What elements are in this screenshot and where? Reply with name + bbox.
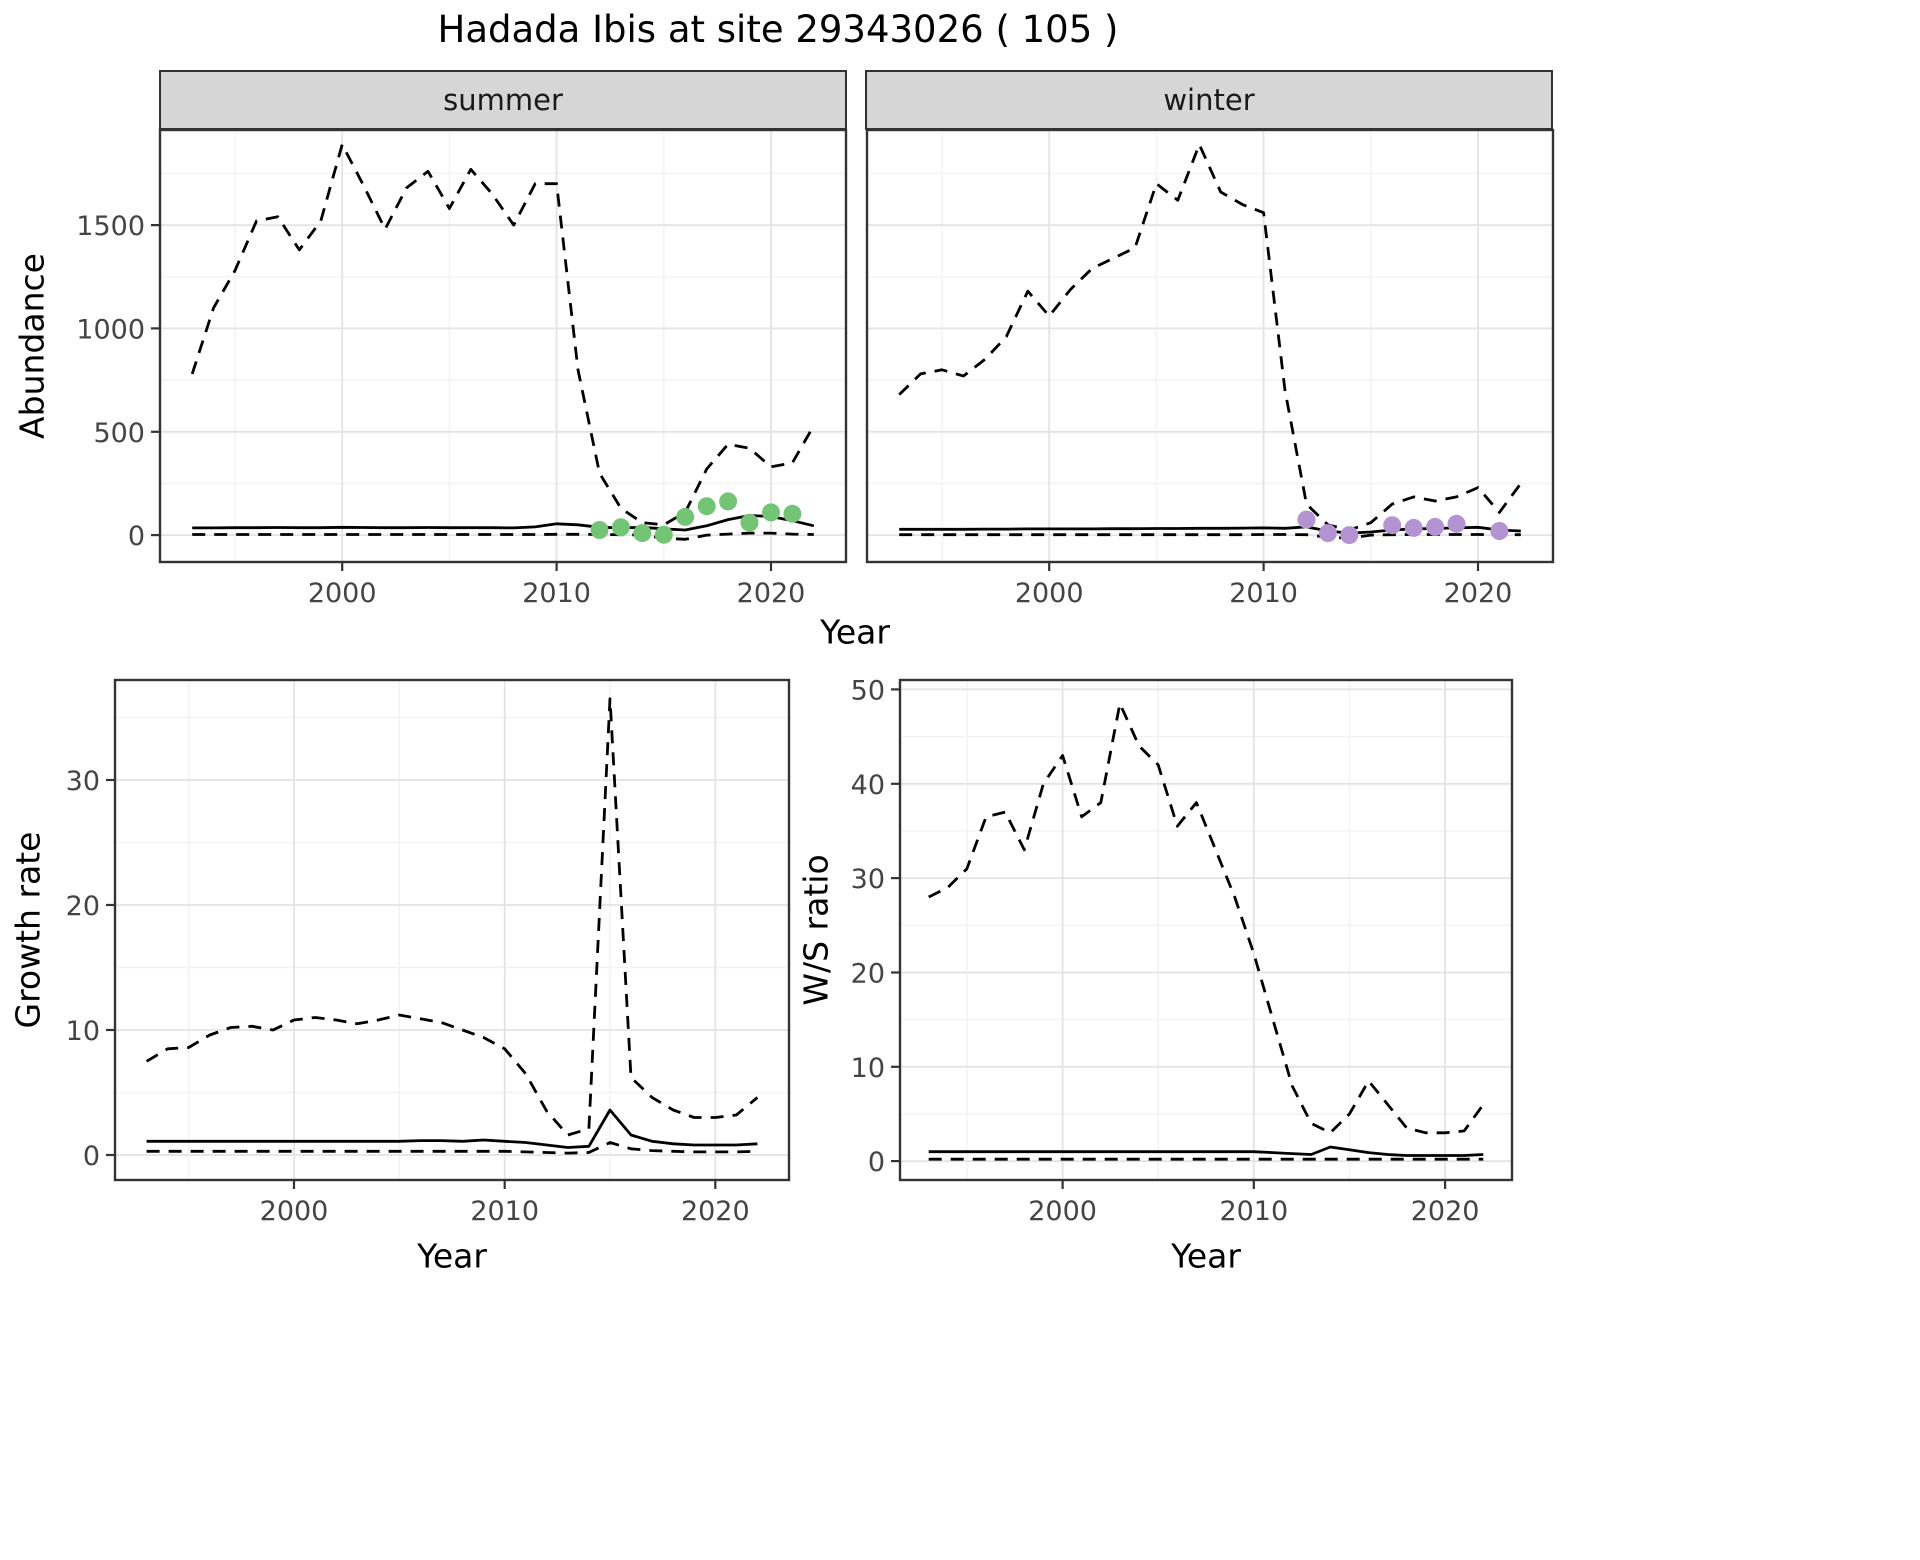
svg-text:1500: 1500 xyxy=(76,211,145,242)
svg-text:30: 30 xyxy=(66,766,100,797)
svg-text:2020: 2020 xyxy=(737,578,806,609)
svg-text:10: 10 xyxy=(851,1053,885,1084)
svg-text:2000: 2000 xyxy=(260,1196,329,1227)
svg-text:40: 40 xyxy=(851,770,885,801)
svg-text:2010: 2010 xyxy=(470,1196,539,1227)
ws-ratio-axis-label: W/S ratio xyxy=(796,854,836,1006)
svg-text:2000: 2000 xyxy=(308,578,377,609)
svg-text:0: 0 xyxy=(868,1147,885,1178)
svg-text:2020: 2020 xyxy=(681,1196,750,1227)
facet-strip-winter-label: winter xyxy=(1163,83,1255,117)
growth-rate-chart: 2000 2010 2020 0 10 20 30 xyxy=(66,678,791,1227)
svg-text:2020: 2020 xyxy=(1411,1196,1480,1227)
top-year-axis-label: Year xyxy=(820,612,890,652)
ws-year-axis-label: Year xyxy=(1171,1236,1241,1276)
abundance-summer-chart: 2000 2010 2020 0 500 1000 1500 xyxy=(76,128,848,609)
abundance-axis-label: Abundance xyxy=(12,253,52,439)
svg-text:2000: 2000 xyxy=(1028,1196,1097,1227)
svg-text:30: 30 xyxy=(851,864,885,895)
facet-strip-summer: summer xyxy=(159,70,847,130)
facet-strip-summer-label: summer xyxy=(443,83,563,117)
svg-text:20: 20 xyxy=(66,891,100,922)
svg-text:1000: 1000 xyxy=(76,314,145,345)
svg-text:10: 10 xyxy=(66,1016,100,1047)
facet-strip-winter: winter xyxy=(865,70,1553,130)
svg-text:0: 0 xyxy=(83,1141,100,1172)
svg-text:2010: 2010 xyxy=(1219,1196,1288,1227)
svg-text:2010: 2010 xyxy=(522,578,591,609)
ws-ratio-chart: 2000 2010 2020 0 10 20 30 40 50 xyxy=(851,675,1514,1227)
svg-text:500: 500 xyxy=(93,418,145,449)
svg-text:20: 20 xyxy=(851,959,885,990)
svg-text:2000: 2000 xyxy=(1015,578,1084,609)
growth-year-axis-label: Year xyxy=(417,1236,487,1276)
svg-text:2010: 2010 xyxy=(1229,578,1298,609)
growth-rate-axis-label: Growth rate xyxy=(8,831,48,1029)
abundance-winter-chart: 2000 2010 2020 xyxy=(865,128,1555,609)
svg-text:50: 50 xyxy=(851,675,885,706)
svg-text:0: 0 xyxy=(128,521,145,552)
svg-text:2020: 2020 xyxy=(1444,578,1513,609)
figure-title: Hadada Ibis at site 29343026 ( 105 ) xyxy=(437,8,1119,51)
